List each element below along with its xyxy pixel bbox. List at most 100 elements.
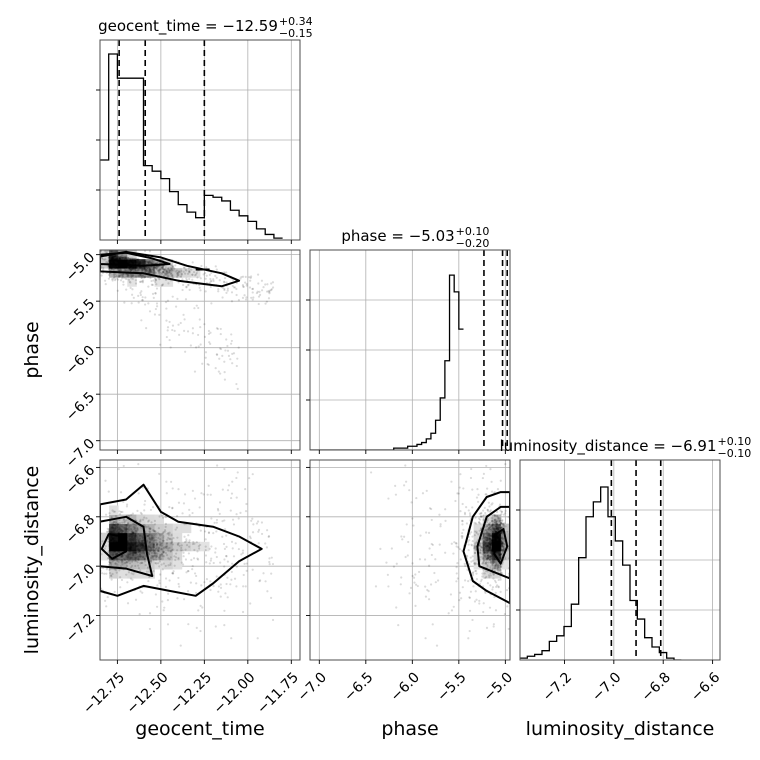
- sample-point: [117, 540, 120, 543]
- sample-point: [489, 574, 492, 577]
- sample-point: [136, 564, 140, 567]
- sample-point: [496, 543, 500, 546]
- sample-point: [119, 544, 122, 547]
- sample-point: [180, 269, 183, 272]
- sample-point: [154, 267, 157, 270]
- sample-point: [123, 260, 126, 263]
- sample-point: [489, 551, 492, 554]
- sample-point: [129, 545, 132, 549]
- sample-point: [110, 524, 114, 527]
- sample-point: [169, 266, 172, 269]
- sample-point: [212, 278, 215, 281]
- sample-point: [489, 555, 492, 558]
- sample-point: [497, 578, 500, 582]
- density-cell: [127, 259, 137, 269]
- sample-point: [140, 261, 143, 264]
- sample-point: [233, 286, 237, 289]
- sample-point: [489, 538, 493, 541]
- sample-point: [165, 542, 169, 545]
- sample-point: [486, 487, 489, 490]
- sample-point: [129, 547, 132, 551]
- sample-point: [112, 273, 116, 276]
- x-tick-label: −5.5: [434, 669, 469, 704]
- sample-point: [487, 549, 490, 552]
- density-cell: [127, 277, 137, 287]
- sample-point: [137, 558, 140, 561]
- sample-point: [487, 556, 490, 560]
- sample-point: [120, 541, 123, 545]
- sample-point: [148, 310, 152, 313]
- sample-point: [489, 533, 492, 536]
- sample-point: [218, 279, 221, 282]
- sample-point: [169, 269, 172, 272]
- sample-point: [209, 285, 212, 288]
- sample-point: [109, 526, 112, 529]
- sample-point: [117, 522, 120, 525]
- sample-point: [131, 578, 134, 581]
- sample-point: [500, 521, 503, 525]
- sample-point: [500, 543, 504, 546]
- sample-point: [468, 596, 471, 599]
- sample-point: [256, 290, 259, 293]
- sample-point: [197, 545, 200, 548]
- sample-point: [495, 525, 498, 528]
- sample-point: [485, 544, 488, 547]
- sample-point: [499, 552, 502, 556]
- sample-point: [496, 542, 499, 545]
- sample-point: [495, 549, 498, 552]
- sample-point: [177, 281, 180, 284]
- sample-point: [135, 545, 138, 548]
- sample-point: [193, 548, 196, 552]
- sample-point: [185, 540, 188, 543]
- sample-point: [137, 548, 140, 552]
- sample-point: [498, 550, 501, 553]
- sample-point: [395, 562, 398, 565]
- sample-point: [129, 267, 132, 270]
- sample-point: [127, 258, 130, 262]
- sample-point: [111, 538, 114, 541]
- sample-point: [473, 600, 477, 603]
- sample-point: [117, 256, 121, 259]
- sample-point: [171, 487, 174, 490]
- sample-point: [483, 542, 486, 545]
- sample-point: [154, 549, 157, 552]
- sample-point: [387, 585, 390, 588]
- sample-point: [493, 564, 496, 568]
- sample-point: [482, 544, 485, 547]
- sample-point: [126, 556, 129, 559]
- sample-point: [199, 604, 202, 607]
- sample-point: [156, 543, 159, 546]
- density-cell: [118, 514, 128, 525]
- sample-point: [158, 560, 162, 563]
- sample-point: [494, 527, 498, 530]
- sample-point: [151, 506, 155, 509]
- sample-point: [498, 539, 501, 542]
- sample-point: [498, 566, 501, 569]
- sample-point: [148, 260, 152, 263]
- sample-point: [117, 537, 121, 540]
- sample-point: [463, 513, 467, 516]
- y-tick-label: −6.6: [63, 462, 98, 497]
- sample-point: [193, 370, 197, 373]
- sample-point: [127, 559, 131, 563]
- density-cell: [163, 560, 174, 570]
- sample-point: [495, 542, 498, 546]
- sample-point: [486, 565, 489, 568]
- sample-point: [472, 559, 475, 562]
- sample-point: [152, 444, 154, 446]
- sample-point: [131, 260, 135, 264]
- sample-point: [493, 513, 496, 517]
- sample-point: [129, 257, 132, 261]
- sample-point: [139, 569, 142, 572]
- sample-point: [114, 527, 117, 530]
- sample-point: [499, 555, 502, 559]
- sample-point: [132, 525, 136, 529]
- sample-point: [139, 518, 142, 521]
- sample-point: [165, 319, 168, 322]
- sample-point: [154, 541, 157, 544]
- sample-point: [499, 545, 502, 548]
- sample-point: [151, 535, 154, 538]
- sample-point: [482, 551, 486, 554]
- sample-point: [117, 528, 121, 531]
- sample-point: [120, 529, 124, 532]
